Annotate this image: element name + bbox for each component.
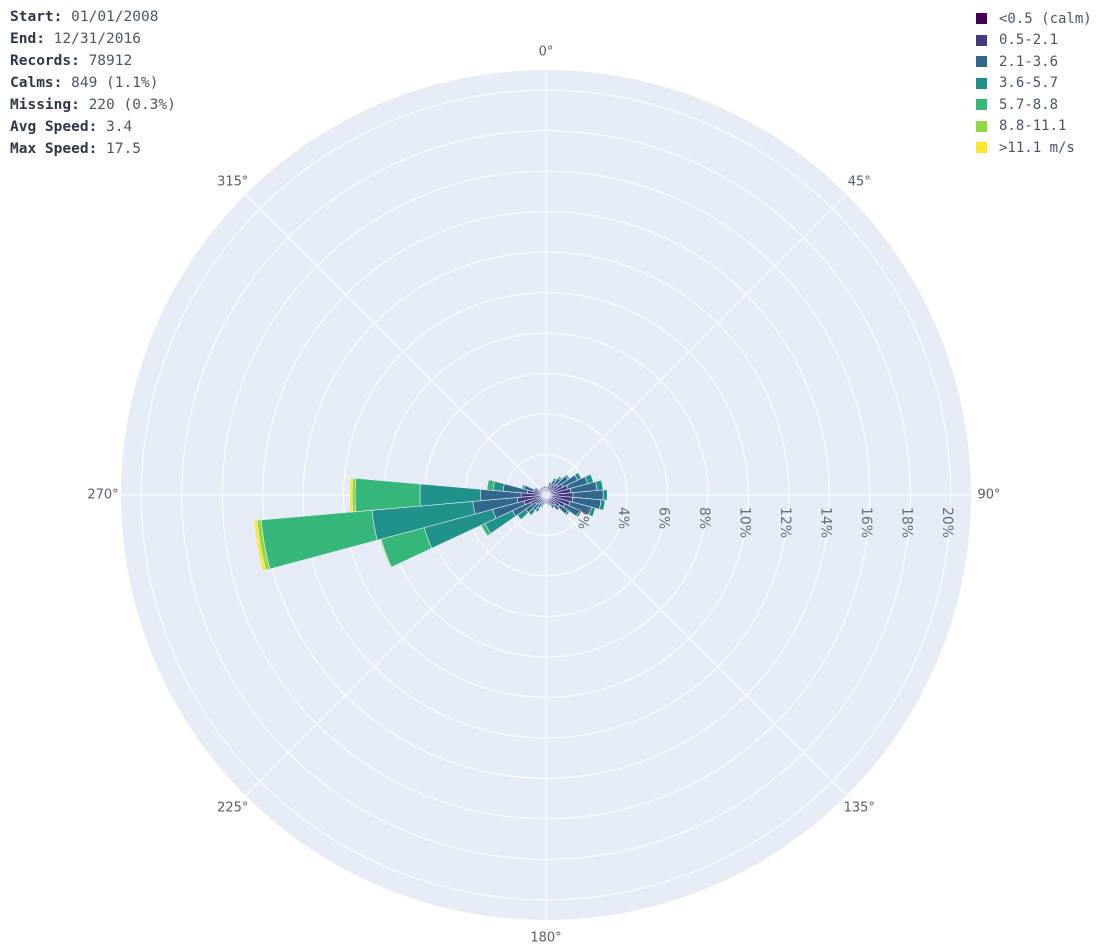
wind-rose-bars	[253, 472, 608, 572]
wind-bar-segment	[602, 489, 608, 501]
summary-end: End: 12/31/2016	[10, 31, 141, 47]
angular-tick-label: 270°	[87, 488, 118, 503]
radial-tick-label: 8%	[696, 507, 712, 529]
wind-bar-segment	[534, 487, 540, 492]
legend-label: 0.5-2.1	[999, 32, 1059, 49]
radial-tick-label: 6%	[655, 507, 671, 529]
legend-swatch	[976, 77, 987, 89]
wind-bar-segment	[552, 503, 560, 511]
legend-label: 8.8-11.1	[999, 118, 1067, 135]
angular-gridline	[545, 194, 847, 496]
wind-bar-segment	[354, 478, 421, 512]
legend-label: 3.6-5.7	[999, 75, 1059, 92]
legend-item[interactable]: 8.8-11.1	[976, 116, 1092, 138]
radial-tick-label: 14%	[817, 507, 833, 538]
legend-swatch	[976, 34, 987, 46]
legend-item[interactable]: 0.5-2.1	[976, 30, 1092, 52]
radial-tick-label: 10%	[736, 507, 752, 538]
legend-label: 2.1-3.6	[999, 53, 1059, 70]
radial-tick-label: 18%	[898, 507, 914, 538]
summary-missing: Missing: 220 (0.3%)	[10, 97, 176, 113]
legend-swatch	[976, 56, 987, 68]
legend-item[interactable]: >11.1 m/s	[976, 137, 1092, 159]
legend-item[interactable]: 5.7-8.8	[976, 94, 1092, 116]
legend-item[interactable]: 3.6-5.7	[976, 73, 1092, 95]
legend-item[interactable]: <0.5 (calm)	[976, 8, 1092, 30]
summary-panel: Start: 01/01/2008 End: 12/31/2016 Record…	[10, 6, 176, 160]
wind-bar-segment	[349, 477, 354, 513]
radial-tick-label: 20%	[939, 507, 955, 538]
wind-bar-segment	[588, 506, 596, 518]
legend: <0.5 (calm) 0.5-2.1 2.1-3.6 3.6-5.7 5.7-8.8 8…	[976, 8, 1092, 159]
legend-swatch	[976, 99, 987, 111]
legend-label: 5.7-8.8	[999, 96, 1059, 113]
wind-bar-segment	[521, 484, 526, 490]
angular-tick-label: 180°	[530, 931, 561, 946]
wind-bar-segment	[543, 486, 546, 489]
radial-tick-label: 12%	[777, 507, 793, 538]
legend-swatch	[976, 13, 987, 25]
summary-start: Start: 01/01/2008	[10, 9, 159, 25]
angular-tick-label: 0°	[539, 45, 554, 60]
legend-label: >11.1 m/s	[999, 139, 1075, 156]
angular-tick-label: 315°	[217, 174, 248, 189]
angular-tick-label: 135°	[844, 801, 875, 816]
angular-gridline	[545, 494, 847, 796]
angular-gridline	[245, 194, 547, 496]
wind-bar-segment	[486, 479, 495, 491]
wind-bar-segment	[564, 510, 571, 516]
radial-tick-label: 2%	[574, 507, 590, 529]
wind-bar-segment	[253, 519, 267, 572]
wind-bar-segment	[550, 503, 555, 509]
angular-tick-label: 225°	[217, 801, 248, 816]
legend-swatch	[976, 120, 987, 132]
summary-calms: Calms: 849 (1.1%)	[10, 75, 159, 91]
angular-tick-label: 90°	[977, 488, 1000, 503]
summary-records: Records: 78912	[10, 53, 133, 69]
wind-bar-segment	[547, 502, 551, 506]
legend-label: <0.5 (calm)	[999, 10, 1092, 27]
wind-bar-segment	[598, 499, 606, 511]
angular-gridline	[245, 494, 547, 796]
radial-tick-label: 4%	[615, 507, 631, 529]
summary-avg-speed: Avg Speed: 3.4	[10, 119, 133, 135]
legend-item[interactable]: 2.1-3.6	[976, 51, 1092, 73]
axis-labels: 0° 45° 90° 135° 180° 225° 270° 315° 2% 4% 6% 8% 10% 1…	[87, 45, 1000, 946]
radial-tick-label: 16%	[858, 507, 874, 538]
wind-bar-segment	[595, 479, 604, 491]
wind-bar-segment	[575, 510, 582, 518]
angular-tick-label: 45°	[848, 174, 871, 189]
summary-max-speed: Max Speed: 17.5	[10, 141, 141, 157]
legend-swatch	[976, 142, 987, 154]
